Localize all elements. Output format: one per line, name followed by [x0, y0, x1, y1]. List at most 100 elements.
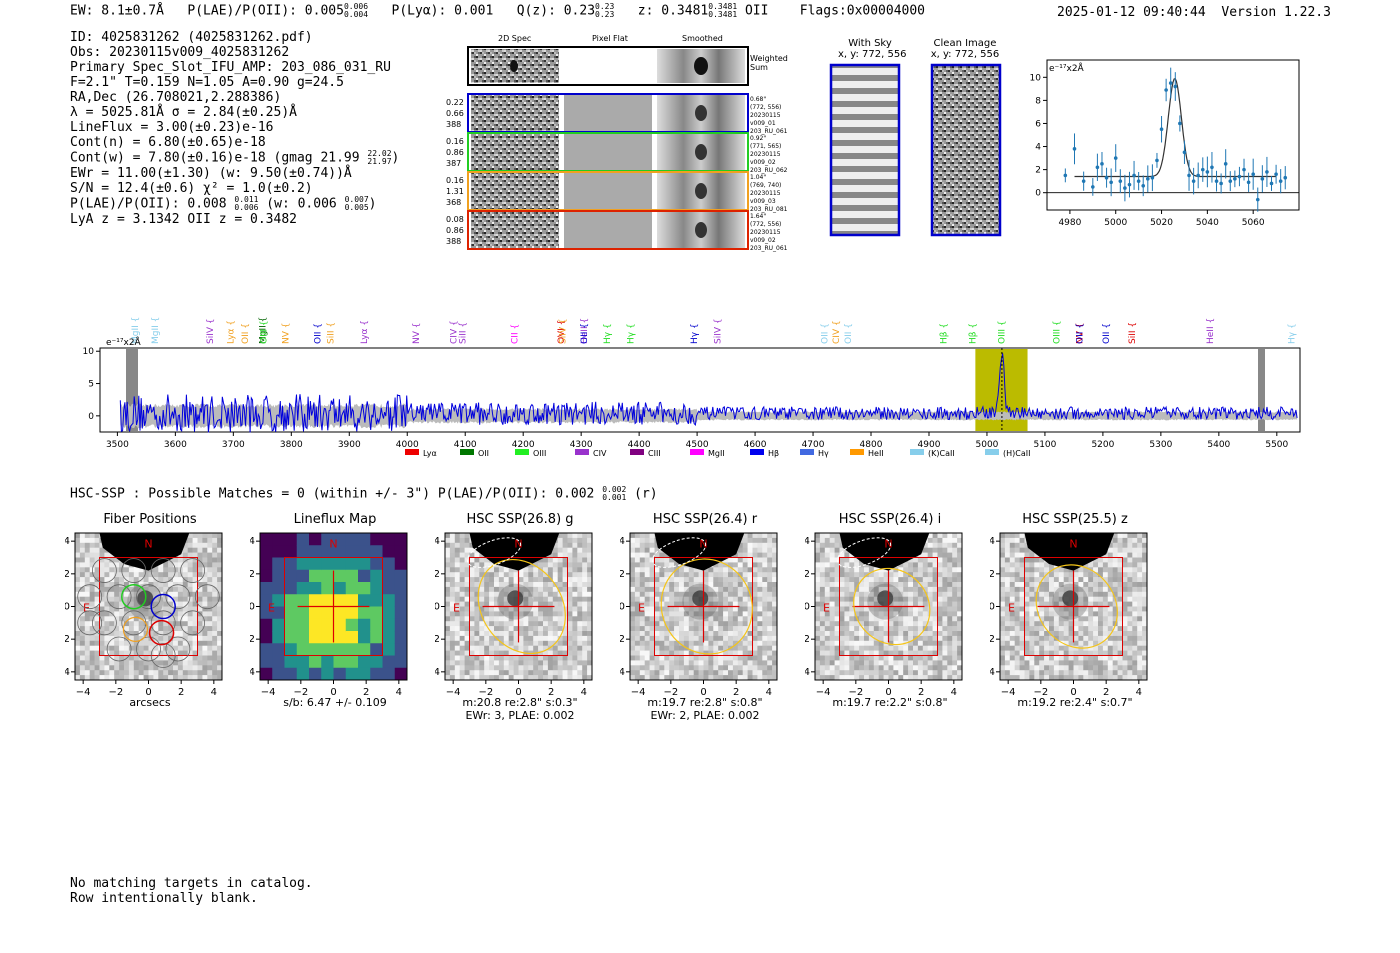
image-pixel: [644, 591, 650, 597]
image-pixel: [523, 626, 529, 632]
image-pixel: [202, 557, 208, 563]
image-pixel: [1112, 547, 1118, 553]
image-pixel: [634, 596, 641, 602]
line-label: OII {: [1102, 323, 1112, 344]
image-pixel: [533, 572, 539, 578]
image-pixel: [182, 601, 188, 607]
image-pixel: [1107, 547, 1113, 553]
weighted-sum-row: [467, 46, 749, 86]
image-pixel: [683, 660, 690, 666]
image-pixel: [523, 655, 529, 661]
image-pixel: [1034, 645, 1040, 651]
image-pixel: [1009, 621, 1015, 627]
image-pixel: [518, 675, 524, 681]
image-pixel: [182, 572, 188, 578]
image-pixel: [158, 650, 164, 656]
q-value: Q(z): 0.23: [516, 3, 596, 19]
image-pixel: [893, 577, 899, 583]
image-pixel: [104, 606, 110, 612]
image-pixel: [932, 591, 938, 597]
image-pixel: [708, 577, 714, 583]
image-pixel: [1068, 675, 1074, 681]
image-pixel: [644, 572, 650, 578]
image-pixel: [484, 611, 490, 617]
image-pixel: [1044, 562, 1050, 568]
image-pixel: [454, 640, 460, 646]
zoom-point: [1260, 177, 1265, 181]
image-pixel: [99, 606, 105, 612]
image-pixel: [217, 626, 223, 632]
image-pixel: [177, 557, 184, 563]
image-pixel: [1014, 562, 1020, 568]
image-pixel: [498, 621, 505, 627]
row-2dspec: [471, 134, 559, 170]
image-pixel: [182, 635, 188, 642]
image-pixel: [718, 567, 724, 573]
panel-ytick-label: 2: [65, 634, 70, 645]
image-pixel: [893, 611, 899, 617]
image-pixel: [1014, 665, 1020, 671]
image-pixel: [79, 606, 86, 612]
image-pixel: [864, 611, 870, 617]
image-pixel: [79, 533, 86, 539]
image-pixel: [859, 635, 865, 642]
image-pixel: [957, 567, 963, 573]
image-pixel: [839, 582, 845, 588]
image-pixel: [728, 601, 734, 607]
image-pixel: [217, 670, 223, 676]
image-pixel: [893, 626, 899, 632]
image-pixel: [639, 596, 645, 602]
image-pixel: [873, 577, 879, 583]
image-pixel: [898, 631, 904, 637]
lineflux-cell: [382, 533, 396, 546]
image-pixel: [913, 621, 919, 627]
image-pixel: [1063, 675, 1069, 681]
lineflux-cell: [272, 533, 285, 546]
image-pixel: [138, 586, 144, 593]
image-pixel: [659, 562, 665, 568]
image-pixel: [1083, 601, 1089, 607]
image-pixel: [202, 572, 208, 578]
image-pixel: [834, 670, 840, 676]
image-pixel: [445, 665, 451, 671]
image-pixel: [449, 601, 456, 607]
image-pixel: [922, 631, 928, 637]
image-pixel: [732, 665, 739, 671]
image-pixel: [513, 675, 519, 681]
plae2-w-hi: 0.007: [344, 195, 369, 204]
row-meta: 20230115: [750, 151, 781, 158]
image-pixel: [187, 533, 193, 539]
image-pixel: [752, 626, 758, 632]
zoom-point: [1223, 162, 1228, 166]
image-pixel: [94, 665, 100, 671]
image-pixel: [854, 631, 860, 637]
image-pixel: [1107, 650, 1113, 656]
lineflux-cell: [370, 631, 383, 644]
image-pixel: [163, 675, 169, 681]
image-pixel: [839, 670, 845, 676]
image-pixel: [1058, 621, 1064, 627]
image-pixel: [474, 655, 480, 661]
image-pixel: [893, 650, 899, 656]
image-pixel: [94, 621, 100, 627]
image-pixel: [173, 640, 179, 646]
image-pixel: [888, 640, 894, 646]
image-pixel: [1019, 596, 1025, 602]
image-pixel: [917, 586, 924, 593]
image-pixel: [839, 640, 845, 646]
image-pixel: [819, 621, 826, 627]
image-pixel: [464, 616, 470, 622]
image-pixel: [1063, 621, 1069, 627]
image-pixel: [445, 621, 451, 627]
image-pixel: [762, 591, 768, 597]
image-pixel: [708, 572, 714, 578]
image-pixel: [1053, 606, 1060, 612]
image-pixel: [659, 635, 665, 642]
image-pixel: [1098, 557, 1104, 563]
fiber-circle: [106, 636, 132, 662]
image-pixel: [688, 645, 694, 651]
image-pixel: [75, 572, 81, 578]
image-pixel: [143, 626, 149, 632]
